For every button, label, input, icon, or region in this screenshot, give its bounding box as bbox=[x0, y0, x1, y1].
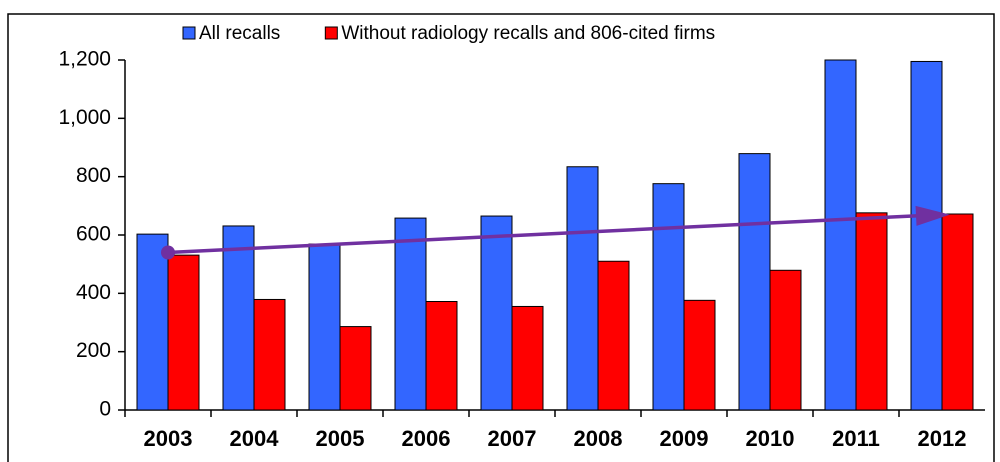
trend-arrowhead bbox=[915, 205, 950, 226]
x-tick-label: 2004 bbox=[230, 426, 280, 451]
x-tick-label: 2011 bbox=[832, 426, 880, 451]
bar bbox=[855, 212, 888, 411]
bar bbox=[136, 233, 169, 411]
bar bbox=[394, 217, 427, 411]
y-tick-label: 0 bbox=[99, 398, 111, 421]
legend-swatch bbox=[324, 26, 338, 40]
bar bbox=[480, 215, 513, 411]
bar bbox=[910, 60, 943, 411]
y-tick-label: 1,000 bbox=[58, 106, 111, 129]
bar bbox=[824, 59, 857, 411]
legend-label: All recalls bbox=[199, 23, 280, 44]
y-tick-label: 200 bbox=[76, 339, 111, 362]
bar bbox=[339, 326, 372, 411]
x-tick-label: 2005 bbox=[316, 426, 365, 451]
bar bbox=[511, 305, 544, 411]
trend-start bbox=[161, 245, 175, 260]
bar bbox=[222, 225, 255, 411]
bar bbox=[308, 243, 341, 411]
x-tick-label: 2009 bbox=[660, 426, 709, 451]
bar bbox=[941, 213, 974, 411]
bar bbox=[566, 166, 599, 411]
x-tick-label: 2010 bbox=[746, 426, 795, 451]
bar bbox=[253, 298, 286, 411]
x-tick-label: 2007 bbox=[488, 426, 537, 451]
bar bbox=[738, 153, 771, 411]
y-tick-label: 1,200 bbox=[58, 48, 111, 71]
y-tick-label: 600 bbox=[76, 223, 111, 246]
x-tick-label: 2006 bbox=[402, 426, 451, 451]
x-tick-label: 2012 bbox=[918, 426, 967, 451]
x-tick-label: 2008 bbox=[574, 426, 623, 451]
legend-swatch bbox=[182, 26, 196, 40]
x-tick-label: 2003 bbox=[144, 426, 193, 451]
bar bbox=[769, 269, 802, 411]
bar bbox=[597, 260, 630, 411]
chart-frame bbox=[7, 13, 995, 462]
y-tick-label: 400 bbox=[76, 281, 111, 304]
legend-label: Without radiology recalls and 806-cited … bbox=[341, 23, 715, 44]
bar bbox=[683, 299, 716, 411]
bar bbox=[167, 254, 200, 411]
trend-line bbox=[167, 212, 943, 255]
bar bbox=[652, 183, 685, 411]
y-tick-label: 800 bbox=[76, 164, 111, 187]
bar bbox=[425, 301, 458, 411]
